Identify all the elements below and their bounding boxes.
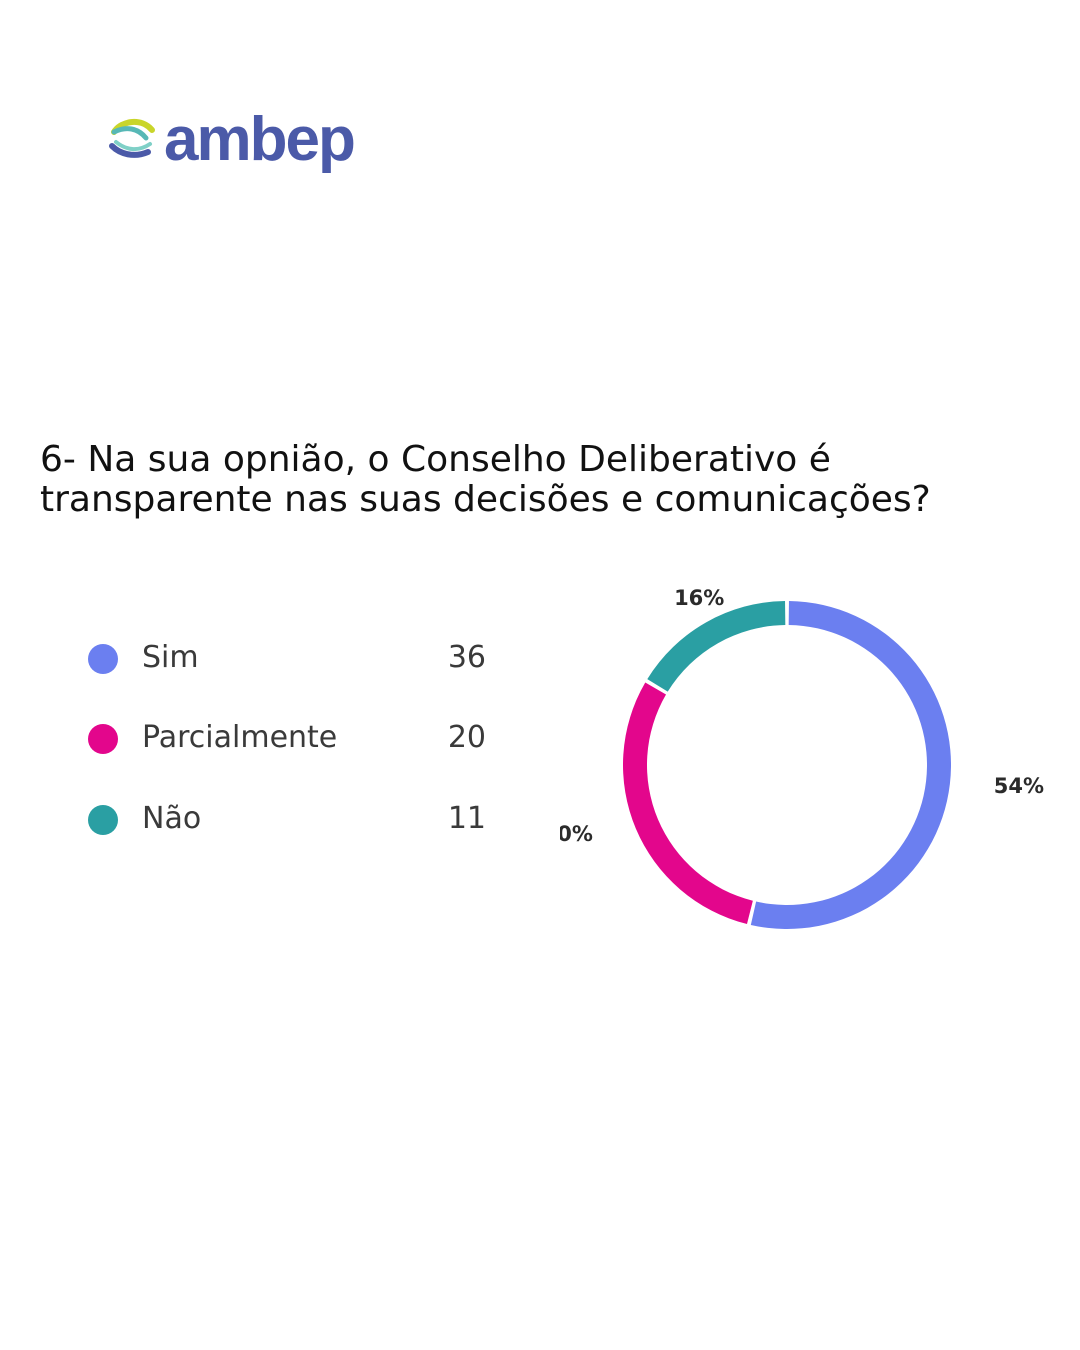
data-label-sim: 54% bbox=[994, 774, 1044, 798]
legend-value: 20 bbox=[447, 720, 486, 755]
legend-value: 36 bbox=[447, 640, 486, 675]
legend-label: Não bbox=[142, 801, 202, 836]
legend-value: 11 bbox=[447, 801, 486, 836]
donut-slice-sim bbox=[750, 601, 952, 929]
legend-item-parcialmente: Parcialmente 20 bbox=[86, 716, 506, 760]
brand-name: ambep bbox=[164, 105, 356, 174]
legend-dot-icon bbox=[88, 724, 118, 754]
question-title: 6- Na sua opnião, o Conselho Deliberativ… bbox=[40, 439, 931, 520]
legend-dot-icon bbox=[88, 644, 118, 674]
legend-dot-icon bbox=[88, 805, 118, 835]
donut-chart: 54% 30% 16% bbox=[560, 586, 1044, 929]
donut-slice-não bbox=[647, 601, 786, 692]
data-label-não: 16% bbox=[674, 586, 724, 610]
donut-slice-parcialmente bbox=[623, 682, 753, 925]
legend-label: Parcialmente bbox=[142, 720, 338, 755]
ambep-logo-icon bbox=[109, 119, 155, 158]
legend-label: Sim bbox=[142, 640, 199, 675]
data-label-parcialmente: 30% bbox=[560, 822, 593, 846]
legend-item-nao: Não 11 bbox=[86, 797, 506, 841]
legend-item-sim: Sim 36 bbox=[86, 636, 506, 680]
